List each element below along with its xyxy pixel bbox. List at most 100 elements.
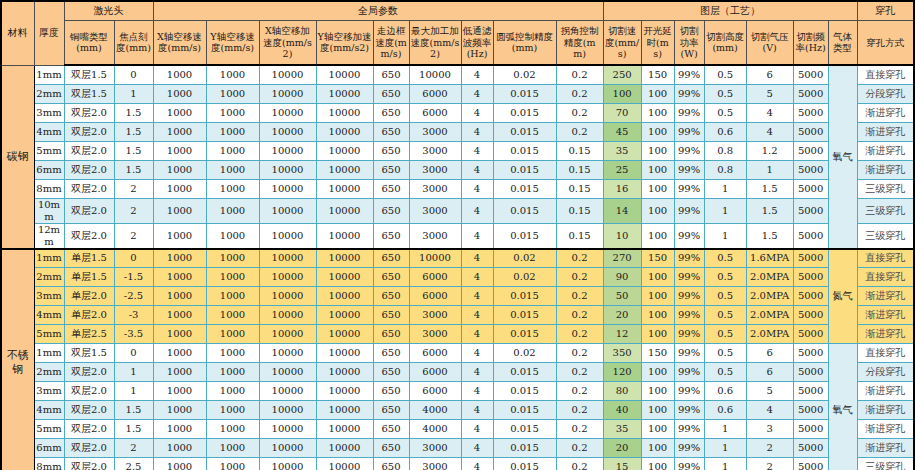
header-y-move-speed: 走边框速度(mm/s)	[373, 20, 409, 65]
cell-y-move-accel: 10000	[316, 223, 373, 249]
header-x-move-speed: Y轴空移加速度(mm/s2)	[316, 20, 373, 65]
cell-cut-power: 99%	[674, 103, 704, 122]
cell-cut-speed: 40	[603, 401, 641, 420]
cell-cut-height: 1	[704, 420, 746, 439]
cell-cut-speed: 120	[603, 363, 641, 382]
table-row: 4mm双层2.01.5100010001000010000650300040.0…	[1, 122, 914, 141]
cell-frame-speed: 650	[373, 401, 409, 420]
cell-focus-scale: 1	[114, 84, 153, 103]
cell-max-work-accel: 3000	[409, 325, 461, 344]
cell-y-move-speed: 1000	[206, 306, 259, 325]
cell-corner-precision: 0.2	[556, 287, 603, 306]
cell-y-move-speed: 1000	[206, 65, 259, 84]
cell-frame-speed: 650	[373, 287, 409, 306]
cell-y-move-accel: 10000	[316, 439, 373, 458]
cell-corner-precision: 0.15	[556, 223, 603, 249]
cell-x-move-accel: 10000	[259, 65, 316, 84]
header-focus-scale: X轴空移加速度(mm/s2)	[259, 20, 316, 65]
cell-focus-scale: 0	[114, 249, 153, 268]
cell-lowpass-filter-freq: 4	[461, 420, 493, 439]
cell-x-move-accel: 10000	[259, 223, 316, 249]
cell-arc-precision: 0.015	[493, 458, 556, 470]
cell-thickness: 3mm	[34, 103, 64, 122]
cell-corner-precision: 0.2	[556, 249, 603, 268]
cell-arc-precision: 0.015	[493, 306, 556, 325]
cell-max-work-accel: 10000	[409, 65, 461, 84]
cell-corner-precision: 0.2	[556, 122, 603, 141]
cell-cut-power: 99%	[674, 179, 704, 198]
cell-cut-power: 99%	[674, 306, 704, 325]
cell-frame-speed: 650	[373, 249, 409, 268]
cell-corner-precision: 0.2	[556, 344, 603, 363]
cell-laser-on-delay: 100	[641, 268, 674, 287]
cell-max-work-accel: 3000	[409, 458, 461, 470]
pierce-method-cell: 渐进穿孔	[857, 401, 914, 420]
cell-y-move-speed: 1000	[206, 84, 259, 103]
cell-thickness: 8mm	[34, 458, 64, 470]
cell-y-move-accel: 10000	[316, 179, 373, 198]
header-focus-scale: 焦点刻度(mm)	[114, 20, 153, 65]
cell-frame-speed: 650	[373, 344, 409, 363]
cell-y-move-accel: 10000	[316, 287, 373, 306]
cell-x-move-speed: 1000	[153, 160, 206, 179]
cell-y-move-accel: 10000	[316, 65, 373, 84]
cell-focus-scale: 1.5	[114, 103, 153, 122]
cell-cut-speed: 80	[603, 382, 641, 401]
cell-lowpass-filter-freq: 4	[461, 268, 493, 287]
cell-y-move-accel: 10000	[316, 141, 373, 160]
cell-cut-pressure: 2.0MPA	[746, 287, 793, 306]
cell-lowpass-filter-freq: 4	[461, 141, 493, 160]
cell-thickness: 12mm	[34, 223, 64, 249]
cell-cut-power: 99%	[674, 401, 704, 420]
cell-laser-on-delay: 150	[641, 65, 674, 84]
cell-cut-height: 0.5	[704, 306, 746, 325]
cell-cut-height: 0.5	[704, 287, 746, 306]
cell-cut-frequency: 5000	[793, 344, 828, 363]
cell-laser-on-delay: 100	[641, 420, 674, 439]
cell-arc-precision: 0.015	[493, 401, 556, 420]
cell-laser-on-delay: 100	[641, 198, 674, 223]
cell-y-move-speed: 1000	[206, 325, 259, 344]
cell-y-move-speed: 1000	[206, 287, 259, 306]
cell-laser-on-delay: 100	[641, 223, 674, 249]
cell-nozzle-type: 双层2.0	[64, 458, 114, 470]
pierce-method-cell: 直接穿孔	[857, 65, 914, 84]
cell-cut-speed: 25	[603, 160, 641, 179]
cell-y-move-speed: 1000	[206, 439, 259, 458]
cell-lowpass-filter-freq: 4	[461, 122, 493, 141]
cell-focus-scale: 0	[114, 65, 153, 84]
cell-cut-height: 0.5	[704, 363, 746, 382]
pierce-method-cell: 渐进穿孔	[857, 160, 914, 179]
cell-focus-scale: 1.5	[114, 401, 153, 420]
cell-y-move-accel: 10000	[316, 160, 373, 179]
cell-frame-speed: 650	[373, 325, 409, 344]
cell-y-move-speed: 1000	[206, 344, 259, 363]
cell-x-move-accel: 10000	[259, 420, 316, 439]
cell-cut-speed: 100	[603, 84, 641, 103]
cell-cut-pressure: 1.5	[746, 223, 793, 249]
cell-lowpass-filter-freq: 4	[461, 198, 493, 223]
cell-cut-power: 99%	[674, 122, 704, 141]
cell-cut-height: 0.8	[704, 160, 746, 179]
cell-nozzle-type: 双层2.0	[64, 198, 114, 223]
cell-cut-height: 0.5	[704, 84, 746, 103]
cell-frame-speed: 650	[373, 103, 409, 122]
cell-frame-speed: 650	[373, 420, 409, 439]
cell-x-move-accel: 10000	[259, 287, 316, 306]
cell-corner-precision: 0.2	[556, 84, 603, 103]
cell-nozzle-type: 双层2.0	[64, 141, 114, 160]
material-cell: 碳钢	[1, 65, 34, 249]
cell-cut-speed: 20	[603, 306, 641, 325]
cell-nozzle-type: 双层2.0	[64, 122, 114, 141]
cell-y-move-speed: 1000	[206, 268, 259, 287]
cell-max-work-accel: 3000	[409, 141, 461, 160]
cell-lowpass-filter-freq: 4	[461, 249, 493, 268]
header-thickness: X轴空移速度(mm/s)	[153, 20, 206, 65]
cell-nozzle-type: 双层2.0	[64, 401, 114, 420]
cell-cut-height: 1	[704, 458, 746, 470]
cell-thickness: 3mm	[34, 287, 64, 306]
cell-cut-height: 0.5	[704, 268, 746, 287]
cell-cut-pressure: 2.0MPA	[746, 325, 793, 344]
cell-cut-frequency: 5000	[793, 122, 828, 141]
cell-corner-precision: 0.15	[556, 179, 603, 198]
